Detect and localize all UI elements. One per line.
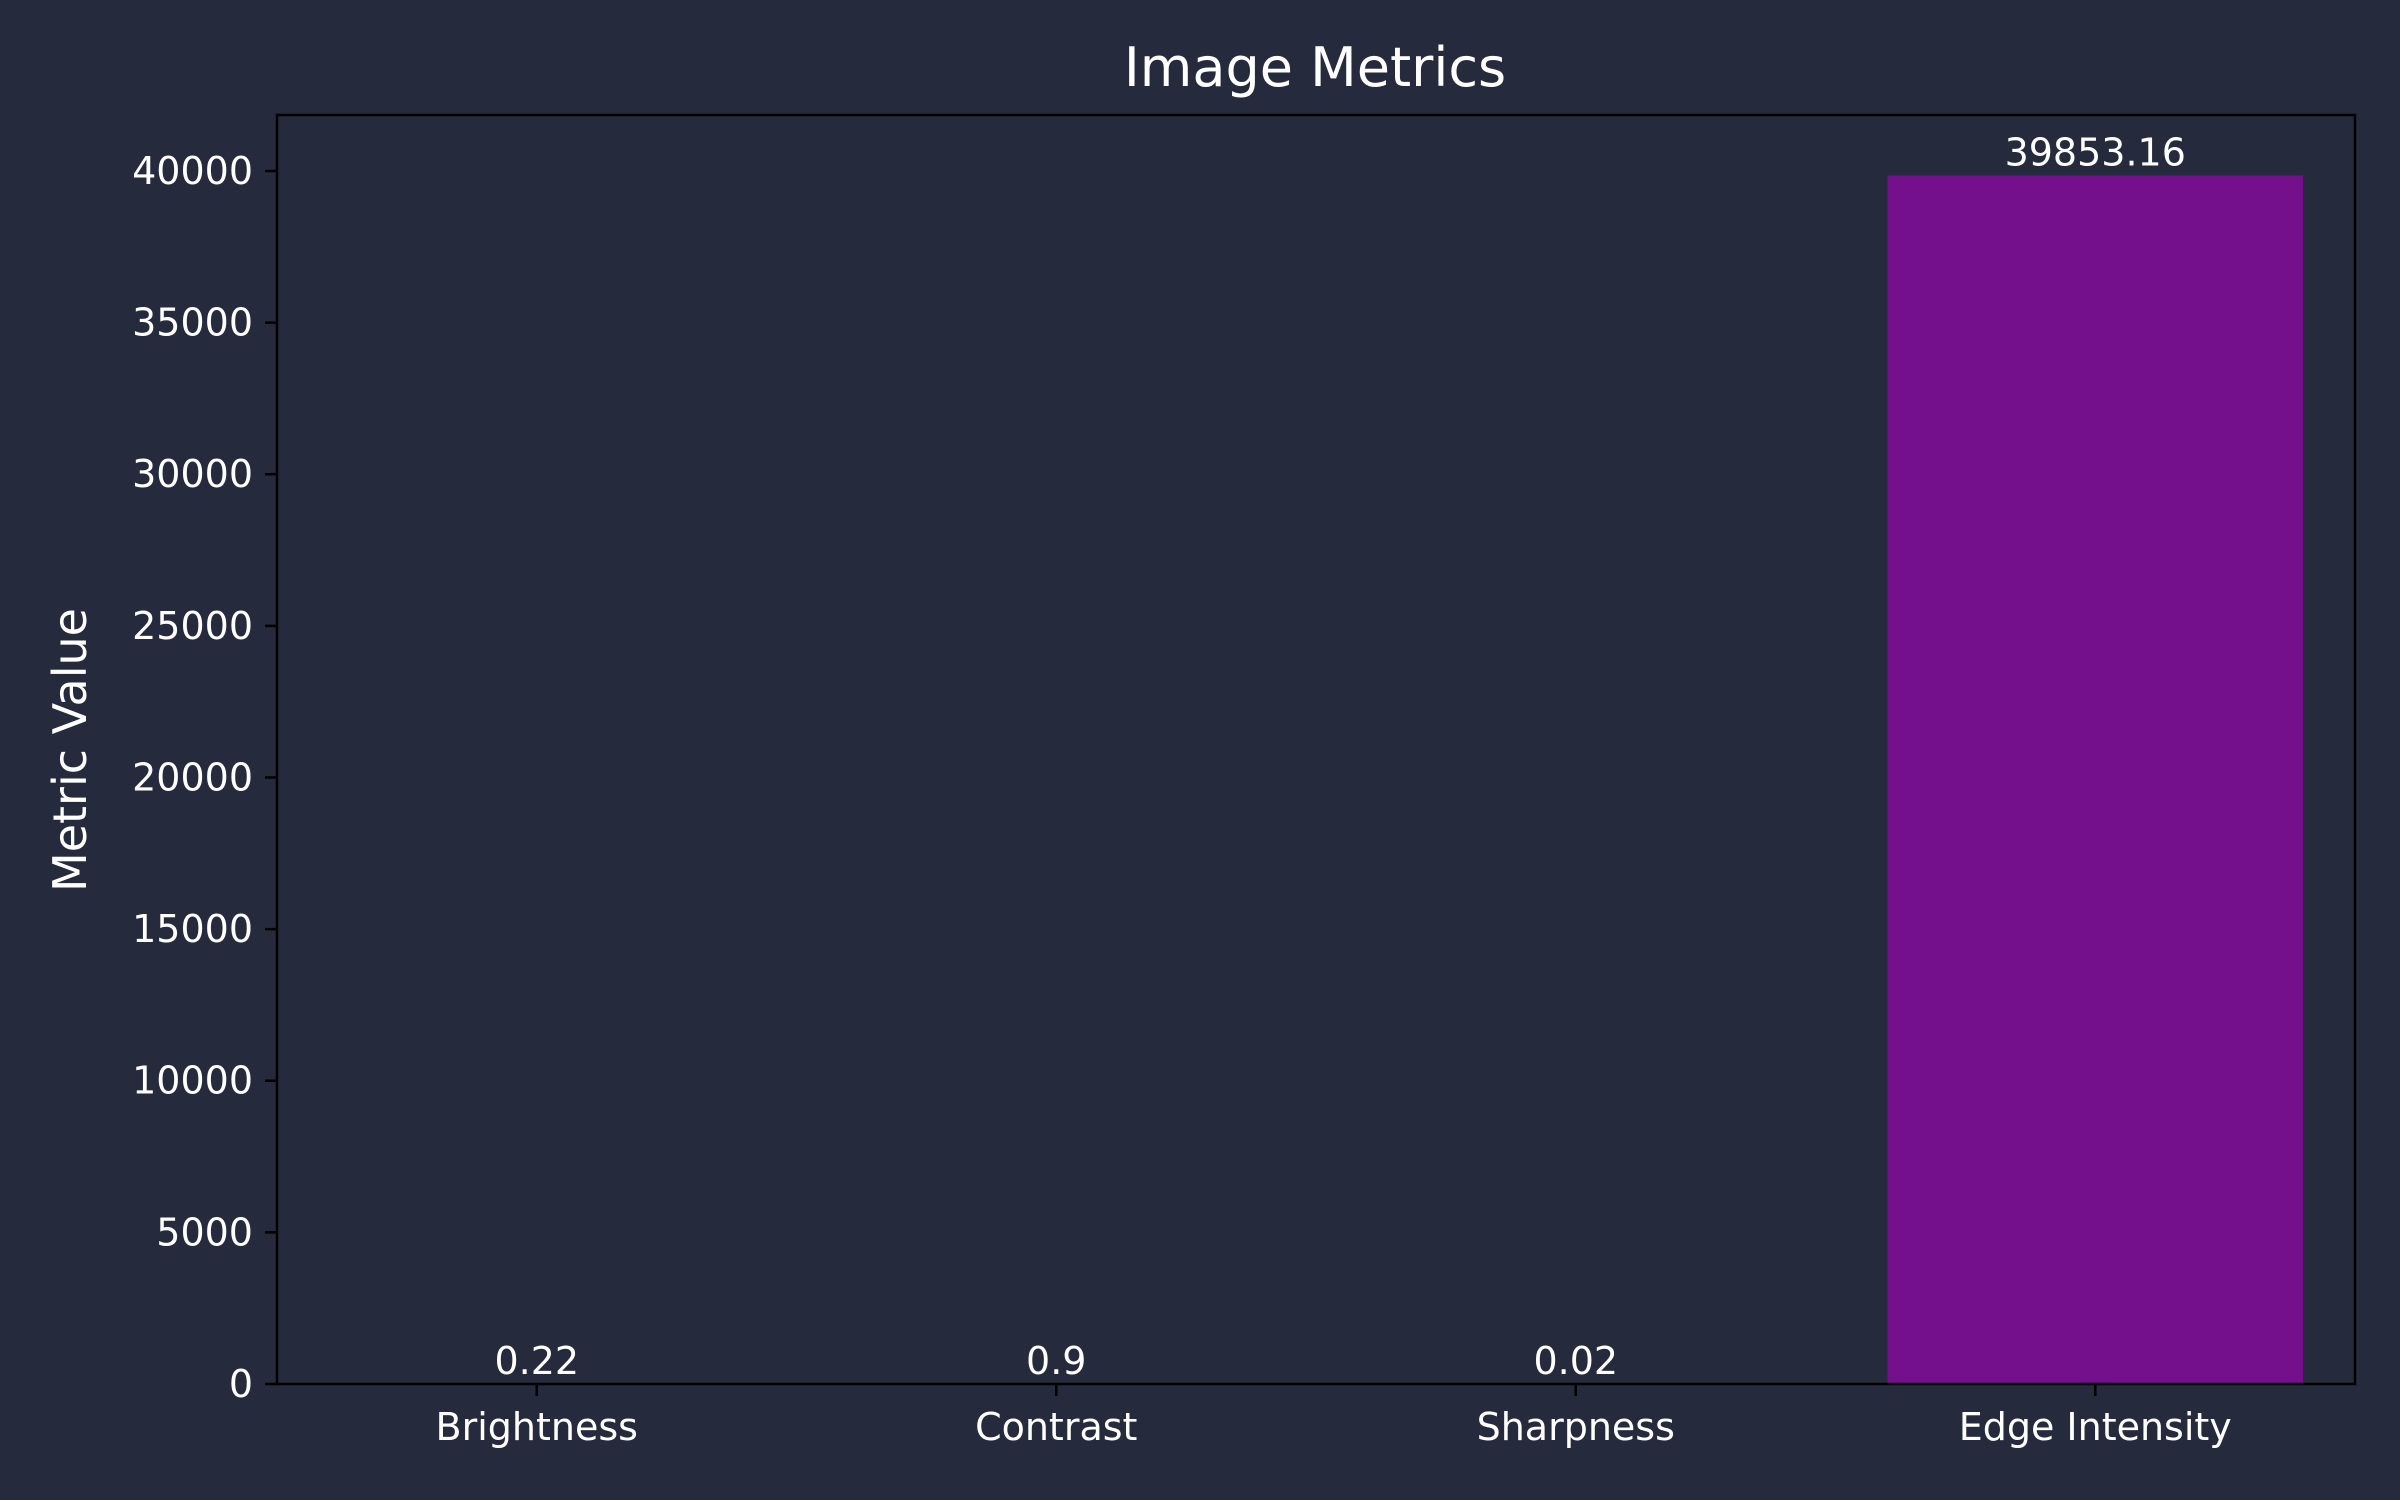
ticks-group: Brightness Contrast Sharpness Edge Intensit… (132, 149, 2232, 1449)
x-tick-label: Edge Intensity (1959, 1405, 2232, 1449)
bar-value-label: 0.9 (1026, 1339, 1086, 1383)
chart-title: Image Metrics (1124, 36, 1506, 99)
y-tick-label: 40000 (132, 149, 253, 193)
y-tick-label: 10000 (132, 1059, 253, 1103)
bar-value-label: 0.02 (1533, 1339, 1618, 1383)
y-axis-label: Metric Value (43, 608, 97, 892)
plot-frame (275, 113, 2357, 1386)
y-tick-label: 25000 (132, 604, 253, 648)
bar-value-label: 39853.16 (2005, 130, 2186, 174)
data-labels-group: 0.22 0.9 0.02 39853.16 (494, 130, 2185, 1383)
y-tick-label: 15000 (132, 907, 253, 951)
bars-group (328, 175, 2304, 1384)
bar-value-label: 0.22 (494, 1339, 579, 1383)
y-tick-label: 0 (229, 1362, 253, 1406)
bar-edge-intensity (1887, 175, 2304, 1384)
y-tick-label: 30000 (132, 452, 253, 496)
x-tick-label: Contrast (975, 1405, 1137, 1449)
x-tick-label: Brightness (436, 1405, 638, 1449)
y-tick-label: 20000 (132, 755, 253, 799)
y-tick-label: 5000 (156, 1210, 253, 1254)
x-tick-label: Sharpness (1477, 1405, 1675, 1449)
y-tick-label: 35000 (132, 301, 253, 345)
